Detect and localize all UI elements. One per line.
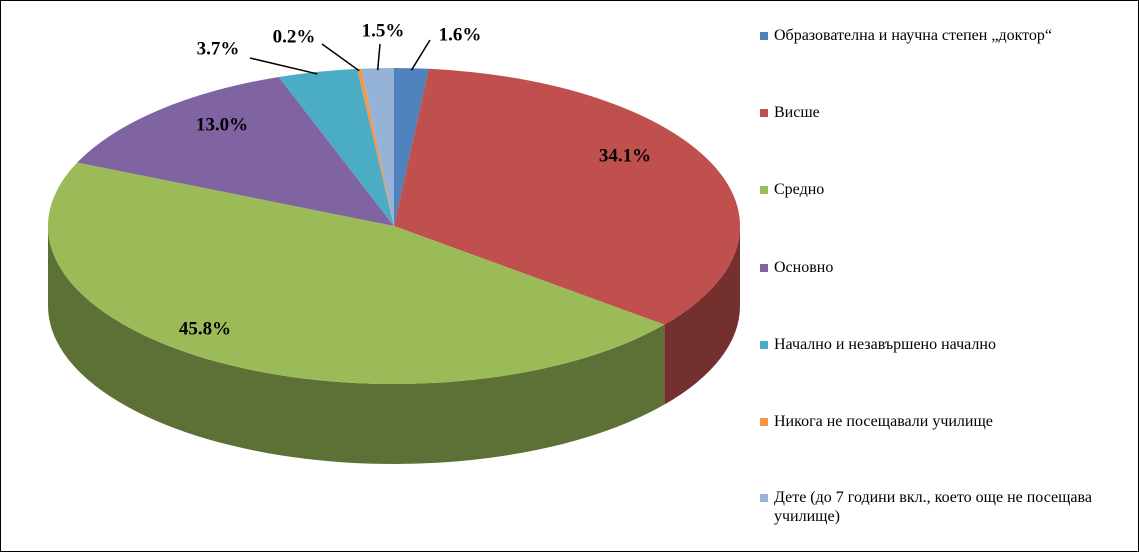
legend-marker	[760, 264, 768, 272]
legend-label: Основно	[774, 259, 834, 276]
leader-line	[321, 43, 360, 72]
leader-line	[249, 57, 318, 75]
data-label: 1.6%	[439, 24, 482, 45]
legend-label: Висше	[774, 104, 820, 121]
data-label: 0.2%	[273, 26, 316, 47]
legend-marker	[760, 418, 768, 426]
legend-item: Висше	[758, 103, 1128, 122]
pie-slice	[394, 68, 429, 226]
legend-marker	[760, 494, 768, 502]
legend: Образователна и научна степен „доктор“ Ви…	[758, 0, 1128, 552]
legend-item: Дете (до 7 години вкл., което още не пос…	[758, 488, 1128, 526]
legend-item: Начално и незавършено начално	[758, 335, 1128, 354]
data-label: 1.5%	[362, 20, 405, 41]
pie-slice	[394, 68, 740, 325]
legend-label: Дете (до 7 години вкл., което още не пос…	[774, 489, 1092, 525]
legend-item: Никога не посещавали училище	[758, 412, 1128, 431]
pie-slice	[77, 77, 394, 226]
pie-slice	[47, 162, 665, 385]
legend-marker	[760, 32, 768, 40]
legend-label: Средно	[774, 181, 825, 198]
legend-marker	[760, 186, 768, 194]
leader-line	[410, 39, 431, 71]
pie-slice	[278, 68, 394, 226]
legend-item: Основно	[758, 258, 1128, 277]
pie-slice	[357, 68, 394, 227]
data-label: 3.7%	[197, 38, 240, 59]
legend-label: Начално и незавършено начално	[774, 336, 996, 353]
data-label: 45.8%	[179, 318, 231, 339]
data-label: 34.1%	[599, 145, 651, 166]
pie-slice	[361, 68, 394, 226]
data-label: 13.0%	[196, 114, 248, 135]
pie-side	[48, 226, 665, 464]
legend-label: Образователна и научна степен „доктор“	[774, 27, 1053, 44]
legend-item: Образователна и научна степен „доктор“	[758, 26, 1128, 45]
pie-side	[664, 226, 740, 405]
legend-item: Средно	[758, 180, 1128, 199]
legend-marker	[760, 109, 768, 117]
legend-label: Никога не посещавали училище	[774, 413, 993, 430]
leader-line	[376, 43, 381, 71]
legend-marker	[760, 341, 768, 349]
